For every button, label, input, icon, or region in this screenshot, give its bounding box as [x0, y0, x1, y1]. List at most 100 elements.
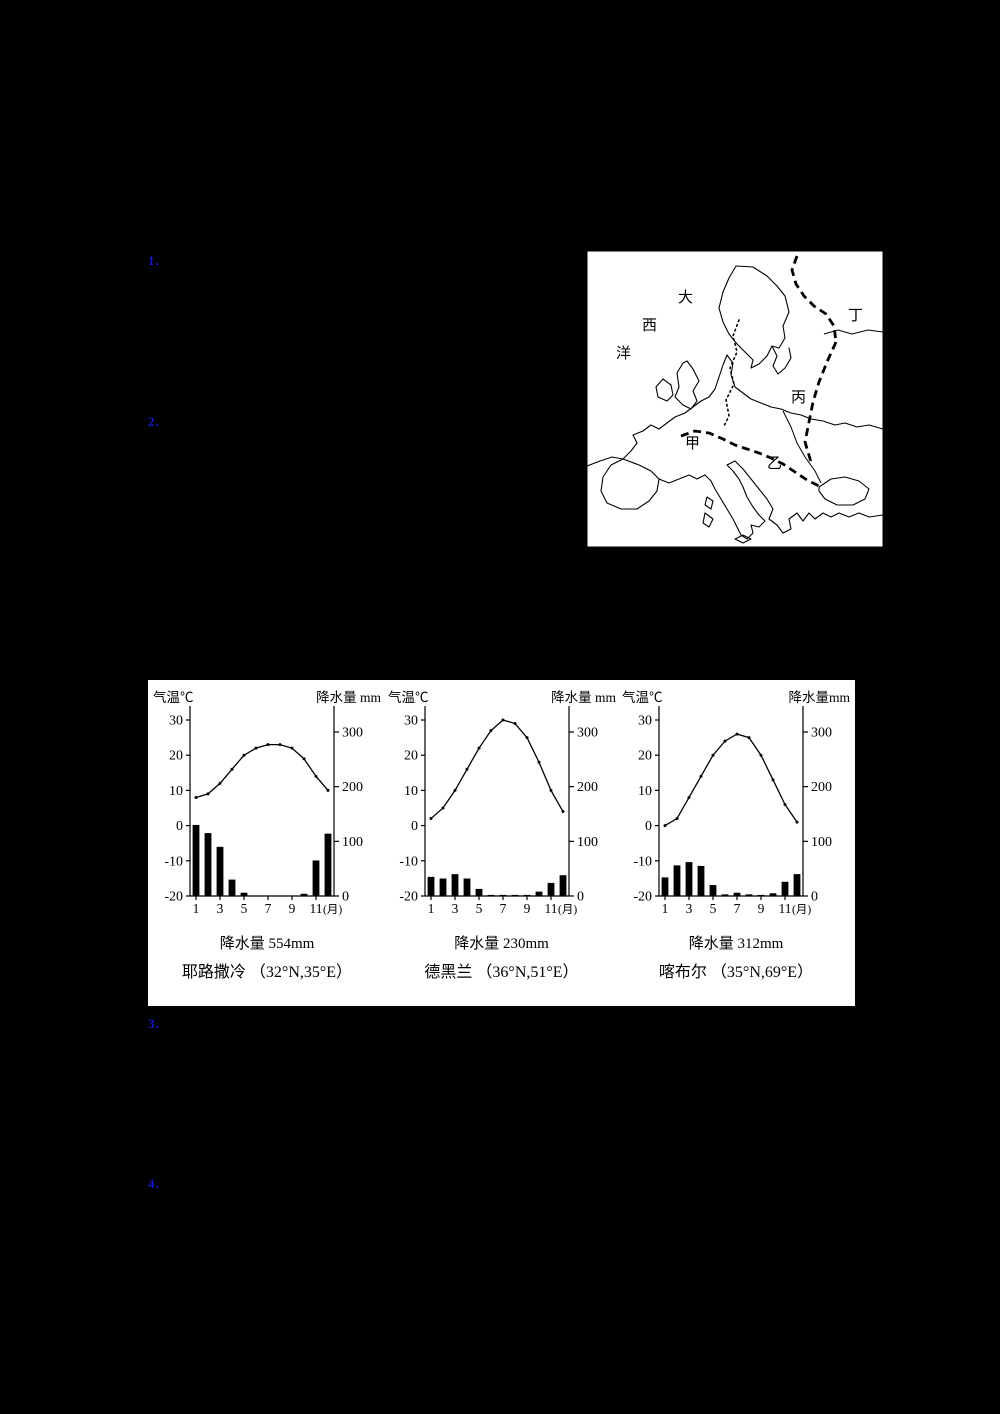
temp-tick-label: -20	[399, 890, 418, 905]
map-label-region-bing: 丙	[791, 390, 806, 406]
map-label-region-jia: 甲	[685, 436, 700, 452]
map-label-ocean-xi: 西	[642, 318, 657, 334]
precip-tick-label: 0	[811, 890, 818, 905]
temp-line	[430, 719, 564, 820]
month-tick-label: 7	[499, 901, 506, 916]
precip-tick-label: 100	[577, 835, 598, 850]
precip-tick-label: 300	[811, 726, 832, 741]
precip-total-tehran: 降水量 230mm	[454, 936, 549, 952]
dashed-boundary-jia-yi	[680, 429, 820, 488]
temp-axis-title: 气温℃	[622, 690, 663, 705]
month-tick-label: 1	[193, 901, 200, 916]
temp-tick-label: 30	[638, 714, 652, 729]
temp-tick-label: 0	[176, 819, 183, 834]
precip-axis-title: 降水量mm	[788, 690, 850, 705]
precip-tick-label: 200	[577, 780, 598, 795]
axes	[658, 706, 804, 897]
month-tick-label: 3	[686, 901, 693, 916]
month-tick-label: 11	[779, 901, 792, 916]
temp-tick-label: 0	[645, 819, 652, 834]
temp-tick-label: 0	[411, 819, 418, 834]
month-tick-label: 11	[544, 901, 557, 916]
precip-tick-label: 200	[811, 780, 832, 795]
coastline-iberia	[600, 458, 660, 510]
temp-points	[663, 732, 799, 828]
month-tick-label: 3	[451, 901, 458, 916]
month-tick-label: 1	[427, 901, 434, 916]
climate-chart-tehran: 气温℃ 降水量 mm 30 20 10 0 -10 -20 300 200 100 0 1 3 5 7 9 11(…	[385, 686, 619, 1006]
temp-tick-label: 10	[638, 784, 652, 799]
precip-total-kabul: 降水量 312mm	[688, 936, 784, 952]
temp-tick-label: 30	[169, 714, 183, 729]
precip-total-jerusalem: 降水量 554mm	[219, 936, 315, 952]
coastline-black-sea	[818, 476, 870, 506]
month-axis-unit: (月)	[558, 904, 577, 916]
precip-bars	[661, 862, 801, 896]
coastline-scandinavia	[718, 265, 790, 369]
dotted-boundary	[723, 319, 740, 427]
question-number-3: 3.	[148, 1016, 160, 1031]
map-label-region-yi: 乙	[767, 456, 782, 472]
station-label-tehran: 德黑兰 （36°N,51°E）	[424, 964, 579, 981]
month-tick-label: 3	[217, 901, 224, 916]
temp-tick-label: 20	[638, 749, 652, 764]
temp-tick-label: 10	[169, 784, 183, 799]
map-label-ocean-da: 大	[678, 289, 693, 306]
precip-tick-label: 300	[342, 726, 363, 741]
temp-tick-label: -10	[633, 854, 652, 869]
coastline-sicily	[734, 534, 752, 544]
map-label-ocean-yang: 洋	[616, 345, 631, 362]
month-tick-label: 7	[734, 901, 741, 916]
temp-tick-label: -10	[399, 854, 418, 869]
precip-bars	[427, 874, 566, 896]
coastline-gulf-finland	[771, 345, 792, 375]
precip-tick-label: 200	[342, 780, 363, 795]
precip-tick-label: 0	[342, 890, 349, 905]
month-tick-label: 9	[758, 901, 765, 916]
question-number-2: 2.	[148, 414, 160, 429]
month-axis-unit: (月)	[323, 904, 342, 916]
map-border	[586, 250, 884, 548]
precip-tick-label: 0	[577, 890, 584, 905]
month-tick-label: 5	[710, 901, 717, 916]
coastline-ireland	[655, 378, 674, 402]
climate-chart-kabul: 气温℃ 降水量mm 30 20 10 0 -10 -20 300 200 100 0 1 3 5 7 9 11 (月…	[619, 686, 853, 1006]
temp-tick-label: 20	[169, 749, 183, 764]
station-label-jerusalem: 耶路撒冷 （32°N,35°E）	[181, 964, 353, 981]
coastline-sardinia	[702, 512, 714, 528]
map-label-region-ding: 丁	[848, 308, 863, 324]
temp-axis-title: 气温℃	[153, 690, 194, 705]
chart-canvas-kabul: 气温℃ 降水量mm 30 20 10 0 -10 -20 300 200 100 0 1 3 5 7 9 11 (月…	[619, 686, 853, 926]
dashed-boundary-bing	[803, 341, 838, 463]
month-axis-unit: (月)	[792, 904, 811, 916]
station-label-kabul: 喀布尔 （35°N,69°E）	[658, 964, 814, 981]
river-line	[782, 410, 822, 484]
axes	[189, 706, 335, 897]
temp-line	[195, 743, 329, 799]
temp-tick-label: -20	[633, 890, 652, 905]
temp-tick-label: 10	[404, 784, 418, 799]
coastline-britain	[674, 360, 700, 410]
temp-tick-label: -10	[164, 854, 183, 869]
axes	[423, 706, 570, 897]
question-number-1: 1.	[148, 253, 160, 268]
precip-tick-label: 100	[342, 835, 363, 850]
temp-tick-label: -20	[164, 890, 183, 905]
temp-points	[429, 718, 564, 821]
precip-tick-label: 100	[811, 835, 832, 850]
precip-tick-label: 300	[577, 726, 598, 741]
dashed-boundary-ding	[790, 255, 838, 343]
chart-canvas-tehran: 气温℃ 降水量 mm 30 20 10 0 -10 -20 300 200 100 0 1 3 5 7 9 11(…	[385, 686, 619, 926]
question-number-4: 4.	[148, 1176, 160, 1191]
month-tick-label: 5	[475, 901, 482, 916]
coastline-mediterranean	[658, 460, 884, 540]
climate-chart-jerusalem: 气温℃ 降水量 mm 30 20 10 0 -10 -20 300 200 100 0 1 3 5 7 9 11(…	[150, 686, 384, 1006]
precip-bars	[192, 824, 332, 896]
month-tick-label: 1	[662, 901, 669, 916]
month-tick-label: 7	[265, 901, 272, 916]
